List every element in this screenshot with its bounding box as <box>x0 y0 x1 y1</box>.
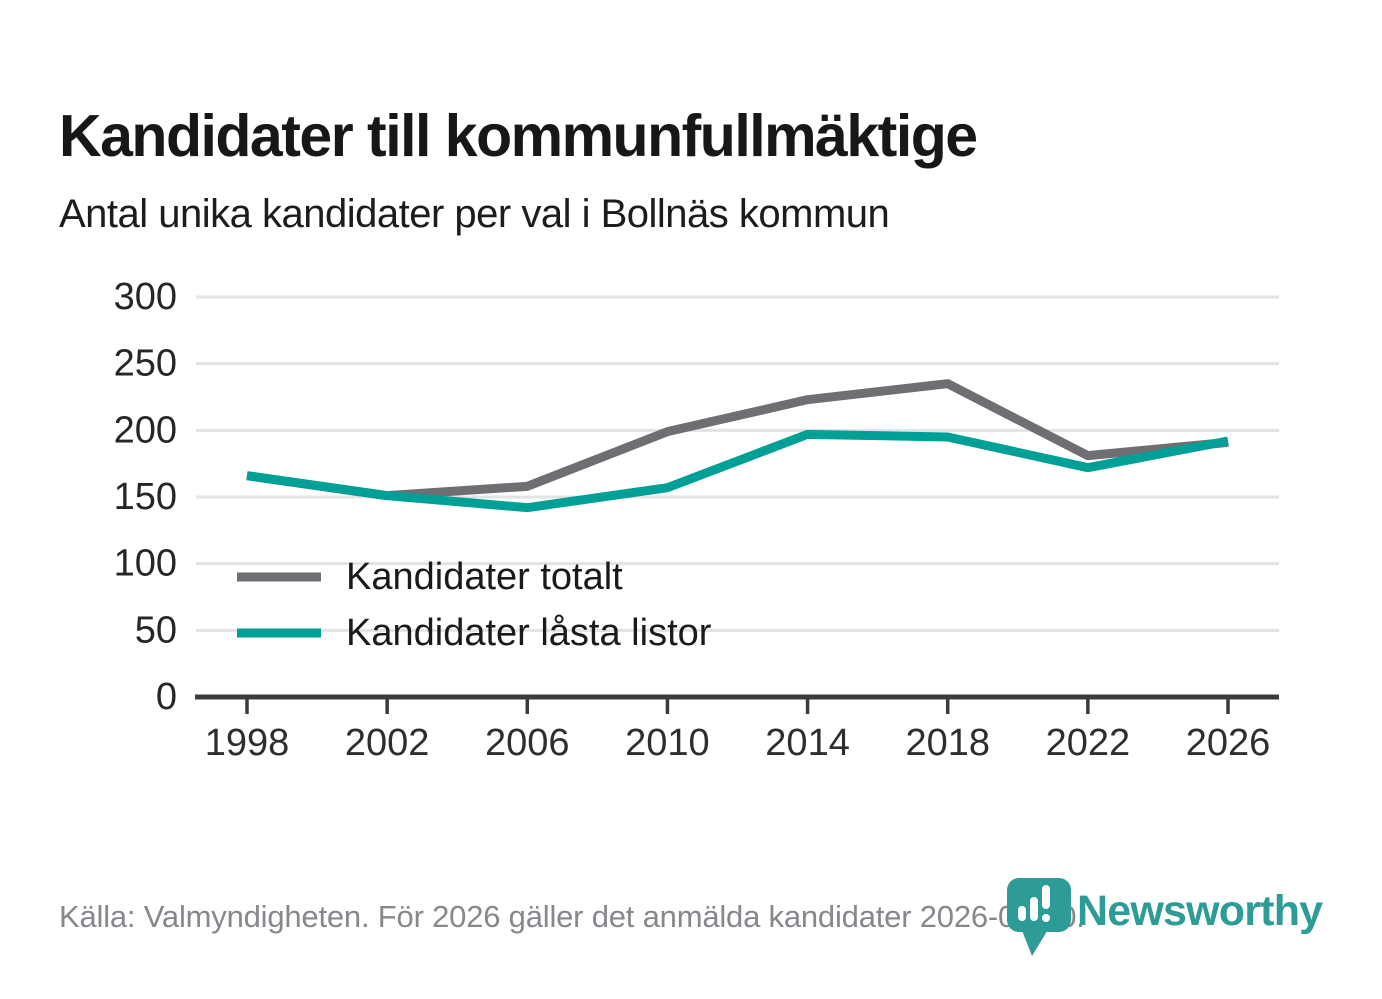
x-tick-label: 2014 <box>765 722 850 764</box>
y-tick-label: 100 <box>114 543 177 585</box>
newsworthy-pin-barchart-icon <box>1007 878 1071 956</box>
chart-subtitle: Antal unika kandidater per val i Bollnäs… <box>59 192 890 236</box>
series-lines <box>246 379 1229 513</box>
legend-label: Kandidater totalt <box>346 556 623 598</box>
x-axis: 1998 2002 2006 2010 2014 2018 2022 2026 <box>195 694 1279 764</box>
series-line-kandidater-totalt <box>246 379 1229 501</box>
newsworthy-logo: Newsworthy <box>1005 873 1335 968</box>
y-axis-labels: 0 50 100 150 200 250 300 <box>114 276 177 718</box>
x-tick-label: 2002 <box>345 722 430 764</box>
x-tick-label: 2022 <box>1046 722 1131 764</box>
newsworthy-wordmark: Newsworthy <box>1077 887 1323 935</box>
x-tick-label: 2018 <box>905 722 990 764</box>
y-tick-label: 200 <box>114 409 177 451</box>
legend-label: Kandidater låsta listor <box>346 612 712 654</box>
x-tick-label: 1998 <box>205 722 290 764</box>
y-tick-label: 50 <box>135 609 177 651</box>
source-note: Källa: Valmyndigheten. För 2026 gäller d… <box>59 899 1085 934</box>
y-tick-label: 250 <box>114 343 177 385</box>
x-tick-label: 2010 <box>625 722 710 764</box>
x-tick-label: 2026 <box>1186 722 1271 764</box>
chart-legend: Kandidater totalt Kandidater låsta listor <box>237 556 712 654</box>
gridlines <box>196 295 1279 632</box>
y-tick-label: 150 <box>114 476 177 518</box>
y-tick-label: 0 <box>156 676 177 718</box>
y-tick-label: 300 <box>114 276 177 318</box>
series-line-kandidater-l-sta-listor <box>246 429 1229 513</box>
x-tick-label: 2006 <box>485 722 570 764</box>
page-title: Kandidater till kommunfullmäktige <box>59 102 978 169</box>
